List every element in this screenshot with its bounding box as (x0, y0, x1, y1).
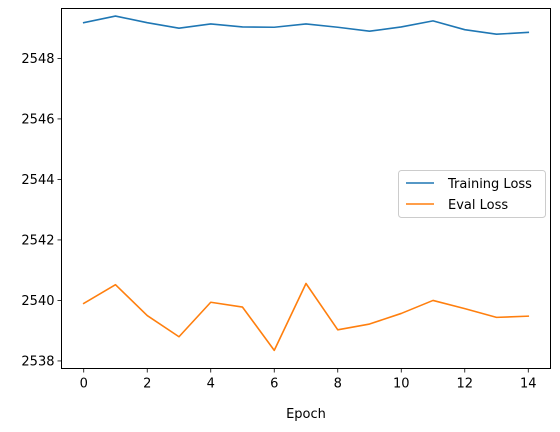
x-tick-label: 6 (270, 377, 278, 392)
x-tick-label: 14 (520, 377, 537, 392)
x-tick-label: 12 (456, 377, 473, 392)
legend-label-training-loss: Training Loss (447, 177, 532, 192)
y-tick-label: 2540 (21, 294, 54, 309)
y-tick-label: 2544 (21, 173, 54, 188)
legend-label-eval-loss: Eval Loss (448, 198, 508, 213)
series-line-training-loss (82, 15, 530, 36)
x-tick-label: 0 (80, 377, 88, 392)
y-tick-label: 2542 (21, 233, 54, 248)
plot-frame (61, 8, 551, 369)
x-tick-label: 4 (207, 377, 215, 392)
x-tick-label: 2 (143, 377, 151, 392)
y-tick-label: 2548 (21, 52, 54, 67)
x-tick-label: 10 (393, 377, 410, 392)
legend: Training Loss Eval Loss (398, 170, 546, 218)
x-axis-label: Epoch (286, 407, 326, 422)
x-tick-label: 8 (334, 377, 342, 392)
y-tick-label: 2538 (21, 354, 54, 369)
y-tick-label: 2546 (21, 112, 54, 127)
series-line-eval-loss (82, 282, 530, 352)
legend-box (398, 170, 546, 218)
